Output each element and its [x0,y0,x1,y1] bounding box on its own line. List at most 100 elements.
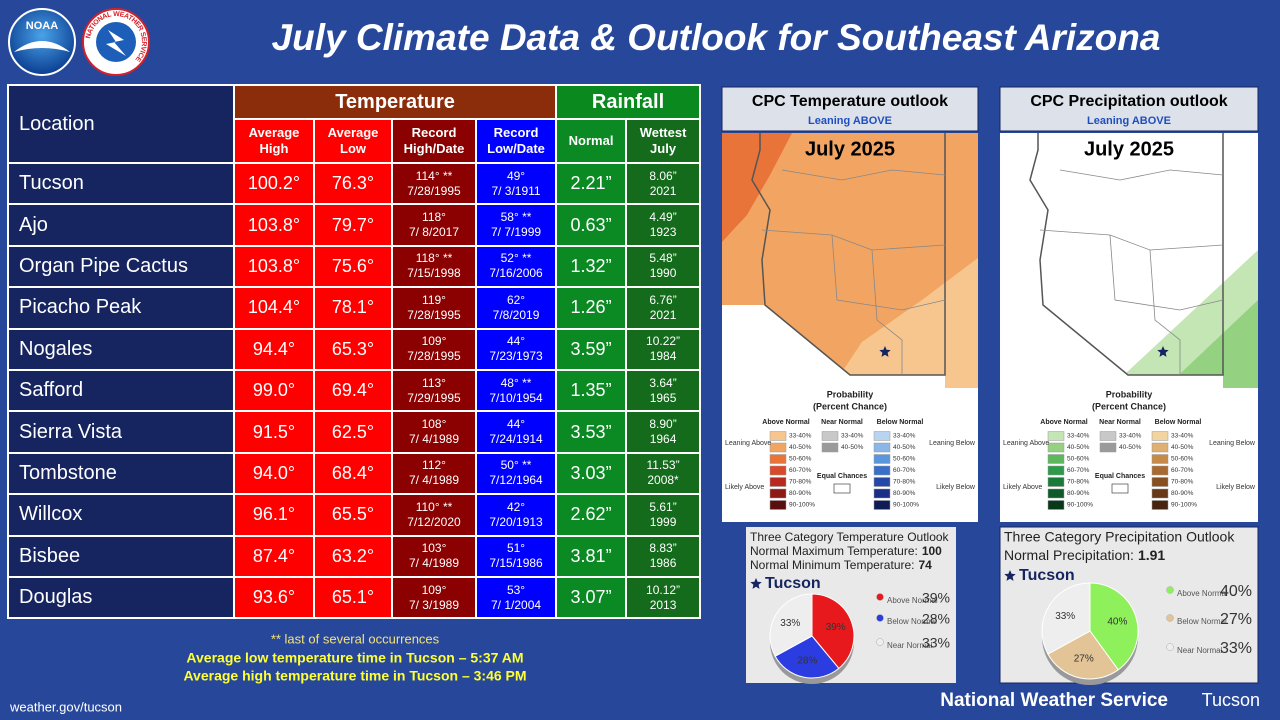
record-high: 108° 7/ 4/1989 [393,412,475,452]
wettest-july: 8.90” 1964 [627,412,700,452]
legend-bin: 40-50% [1171,444,1194,451]
legend-title: Probability [1106,389,1153,399]
record-high-date: 7/ 4/1989 [408,432,460,447]
record-low: 42° 7/20/1913 [477,495,556,535]
record-low-date: 7/10/1954 [489,390,543,405]
footer-org: National Weather Service [940,690,1168,711]
legend-swatch [873,465,891,476]
outlook-line-value: 74 [919,558,933,572]
wettest-july-date: 2008* [647,473,679,488]
record-high-value: 112° [422,458,446,473]
legend-column: Near Normal [1099,419,1141,426]
legend-bin: 80-90% [789,490,812,497]
location: Picacho Peak [9,288,233,328]
legend-swatch [769,442,787,453]
county-line [1149,249,1181,375]
record-high: 110° ** 7/12/2020 [393,495,475,535]
normal-rainfall: 3.03” [557,453,626,494]
normal-rainfall: 3.07” [557,577,626,618]
legend-bin: 60-70% [893,467,916,474]
legend-dot [1166,643,1174,651]
data-row: Tucson 100.2° 76.3° 114° ** 7/28/1995 49° 7/ 3… [9,164,700,204]
legend-swatch [1151,477,1169,487]
subheader-row: Average High Average Low Record High/Date R… [9,120,700,162]
outlook-location: Tucson [1019,567,1075,584]
record-high-value: 103° [421,541,447,556]
legend-column: Below Normal [877,419,924,426]
record-low-date: 7/ 3/1911 [491,183,541,198]
legend-title: Probability [827,389,874,399]
normal-rainfall: 3.53” [557,412,626,452]
wettest-july: 6.76” 2021 [627,288,700,328]
legend-swatch [821,442,839,453]
pie-slice [774,635,840,679]
data-row: Organ Pipe Cactus 103.8° 75.6° 118° ** 7/15/… [9,246,700,287]
legend-column: Above Normal [1040,419,1088,426]
location: Nogales [9,329,233,369]
legend-column: Above Normal [762,419,810,426]
record-low-value: 53° [506,582,526,597]
legend-bin: 33-40% [841,433,864,440]
outlook-area [840,258,978,388]
county-line [1059,169,1224,181]
footer-url: weather.gov/tucson [9,699,122,714]
record-high-value: 114° ** [415,168,453,183]
legend-swatch [1151,465,1169,476]
legend-equal: Equal Chances [1095,473,1145,480]
record-low-value: 52° ** [500,251,532,266]
record-high-date: 7/28/1995 [407,183,461,198]
legend-swatch [1047,465,1065,476]
rainfall-header: Rainfall [557,86,700,118]
legend-swatch [1151,500,1169,510]
record-low-date: 7/12/1964 [489,473,543,488]
location: Bisbee [9,536,233,576]
legend-value: 27% [1220,611,1252,628]
record-high-date: 7/ 4/1989 [408,473,460,488]
legend-bin: 33-40% [789,433,812,440]
header-row: Location Temperature Rainfall [9,86,700,162]
wettest-july-value: 10.22” [646,334,681,349]
record-high-date: 7/28/1995 [407,349,461,364]
legend-dot [1166,586,1174,594]
footnote: Average high temperature time in Tucson … [183,668,526,684]
record-low-date: 7/16/2006 [489,266,543,281]
legend-category: Below Normal [1177,617,1227,626]
data-row: Nogales 94.4° 65.3° 109° 7/28/1995 44° 7/23/19… [9,329,700,369]
outlook-line-value: 1.91 [1138,547,1165,563]
wettest-july-date: 1964 [649,432,677,447]
star-icon [1157,346,1169,357]
wettest-july-value: 8.83” [649,541,677,556]
legend-category: Above Normal [1177,589,1228,598]
legend-swatch [873,500,891,510]
map-title: CPC Temperature outlook [752,93,948,110]
legend-bin: 40-50% [841,444,864,451]
record-low: 48° ** 7/10/1954 [477,370,556,411]
legend-bin: 40-50% [1067,444,1090,451]
footnote: Average low temperature time in Tucson –… [186,650,523,666]
map-subtitle: Leaning ABOVE [1087,115,1171,127]
record-high-value: 118° ** [415,251,453,266]
record-low: 53° 7/ 1/2004 [477,577,556,618]
legend-bin: 33-40% [1067,433,1090,440]
wettest-july: 4.49” 1923 [627,205,700,245]
record-low-value: 42° [506,499,526,514]
county-line [761,229,946,251]
column-header: Wettest July [627,120,700,162]
legend-subtitle: (Percent Chance) [813,401,887,411]
average-high: 94.4° [235,329,313,369]
legend-side: Likely Above [1003,484,1042,491]
record-low-date: 7/ 1/2004 [491,597,542,612]
legend-swatch [769,500,787,510]
legend-swatch [1151,488,1169,499]
star-icon [879,346,891,357]
column-header: Record Low/Date [477,120,556,162]
legend-swatch [873,454,891,464]
legend-dot [876,638,884,646]
title: July Climate Data & Outlook for Southeas… [272,17,1161,58]
wettest-july-date: 1923 [649,225,677,240]
county-line [831,234,946,311]
record-low-date: 7/20/1913 [489,514,543,529]
wettest-july-date: 1999 [649,514,677,529]
record-low-date: 7/24/1914 [489,432,543,447]
footer-office: Tucson [1202,690,1260,710]
